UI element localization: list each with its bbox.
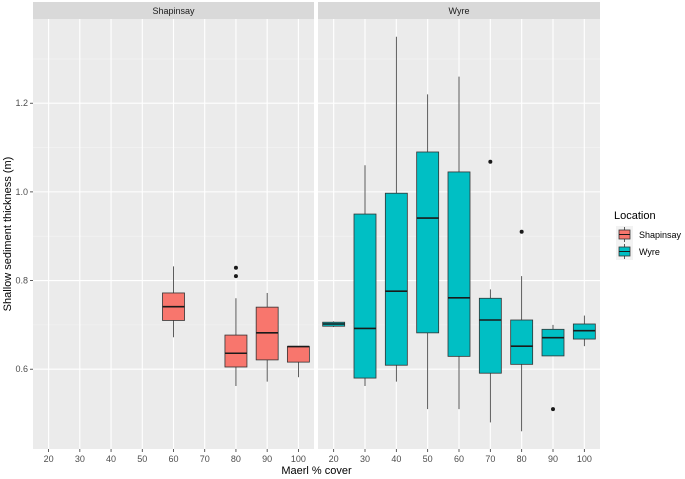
x-tick-label: 40 xyxy=(106,454,116,464)
box-wyre-70 xyxy=(478,159,502,423)
box-wyre-40 xyxy=(384,36,408,382)
outlier-point xyxy=(233,265,238,270)
box-wyre-30 xyxy=(353,165,377,387)
box-wyre-90 xyxy=(541,324,565,412)
x-tick-label: 20 xyxy=(44,454,54,464)
x-tick-label: 60 xyxy=(168,454,178,464)
x-axis-title: Maerl % cover xyxy=(281,465,352,477)
x-tick-label: 70 xyxy=(485,454,495,464)
legend-label: Shapinsay xyxy=(639,230,682,240)
panel-shapinsay: Shapinsay 20 30 40 50 60 70 80 90 100 xyxy=(33,2,314,464)
facet-strip-label: Wyre xyxy=(449,6,470,16)
box-wyre-20 xyxy=(322,321,346,328)
box-wyre-100 xyxy=(572,315,596,347)
x-tick-label: 100 xyxy=(577,454,592,464)
outlier-point xyxy=(519,229,524,234)
box-iqr xyxy=(541,328,565,357)
x-tick-label: 20 xyxy=(329,454,339,464)
legend: Location Shapinsay Wyre xyxy=(614,210,682,260)
box-iqr xyxy=(510,319,534,365)
y-axis-title: Shallow sediment thickness (m) xyxy=(2,157,14,312)
box-shapinsay-60 xyxy=(162,266,185,338)
legend-key-shapinsay xyxy=(616,226,633,243)
box-iqr xyxy=(353,213,377,379)
box-iqr xyxy=(384,192,408,366)
legend-label: Wyre xyxy=(639,247,660,257)
outlier-point xyxy=(488,159,493,164)
box-wyre-50 xyxy=(416,94,440,410)
box-shapinsay-80 xyxy=(224,265,248,387)
box-shapinsay-100 xyxy=(286,345,310,378)
y-tick-label: 1.0 xyxy=(15,187,28,197)
box-wyre-60 xyxy=(447,76,471,410)
x-tick-label: 80 xyxy=(231,454,241,464)
x-tick-label: 50 xyxy=(137,454,147,464)
box-shapinsay-90 xyxy=(255,292,279,382)
box-iqr xyxy=(224,334,248,368)
x-tick-label: 30 xyxy=(75,454,85,464)
x-tick-label: 60 xyxy=(454,454,464,464)
x-tick-label: 90 xyxy=(548,454,558,464)
legend-title: Location xyxy=(614,210,656,222)
outlier-point xyxy=(233,274,238,279)
y-tick-label: 0.6 xyxy=(15,364,28,374)
panel-wyre: Wyre 20 30 40 50 60 70 80 90 100 xyxy=(318,2,600,464)
x-tick-label: 30 xyxy=(360,454,370,464)
box-iqr xyxy=(572,323,596,340)
x-tick-label: 90 xyxy=(262,454,272,464)
box-iqr xyxy=(478,297,502,374)
facet-strip xyxy=(33,2,314,19)
legend-key-wyre xyxy=(616,243,633,260)
y-tick-label: 1.2 xyxy=(15,98,28,108)
box-iqr xyxy=(416,151,440,334)
x-tick-label: 80 xyxy=(517,454,527,464)
y-tick-label: 0.8 xyxy=(15,276,28,286)
box-wyre-80 xyxy=(510,229,534,432)
facet-strip xyxy=(318,2,600,19)
x-tick-label: 100 xyxy=(291,454,306,464)
facet-strip-label: Shapinsay xyxy=(152,6,195,16)
x-tick-label: 70 xyxy=(200,454,210,464)
x-tick-label: 50 xyxy=(423,454,433,464)
box-iqr xyxy=(447,171,471,357)
outlier-point xyxy=(551,407,555,412)
box-iqr xyxy=(286,346,310,363)
x-tick-label: 40 xyxy=(391,454,401,464)
